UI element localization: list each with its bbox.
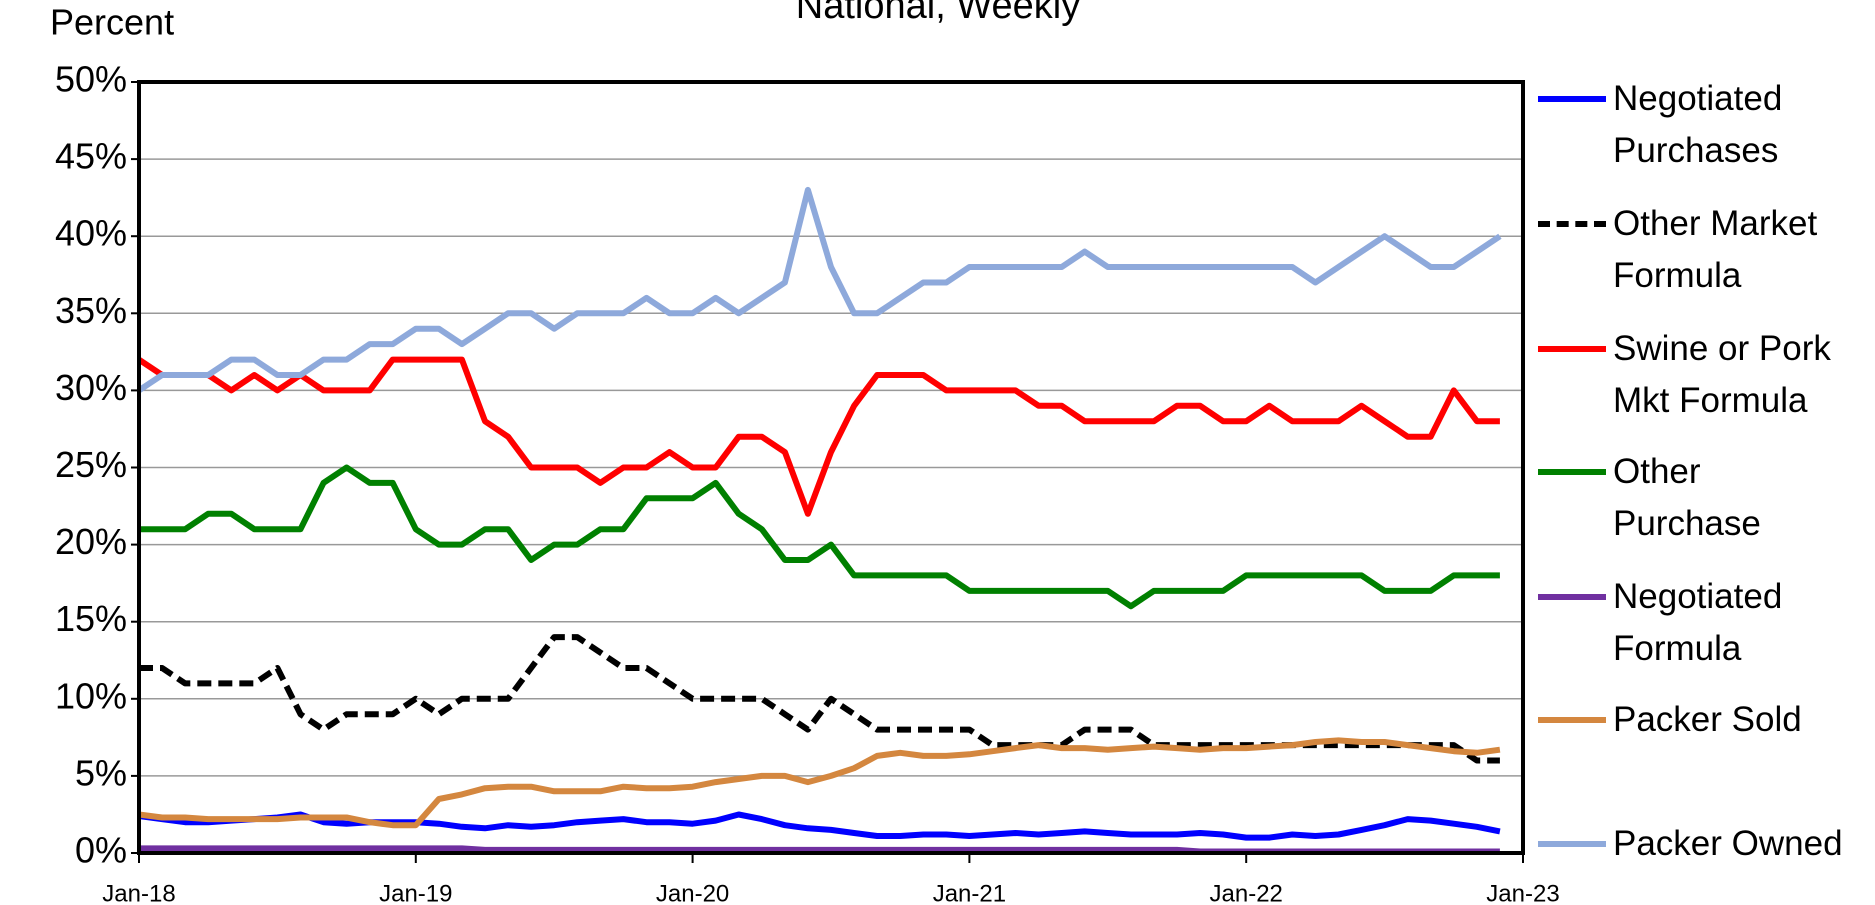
- legend-label: Other Market Formula: [1613, 204, 1818, 295]
- legend-item: Other Purchase: [1538, 446, 1868, 556]
- series-line: [138, 737, 1501, 829]
- chart-title: National, Weekly: [796, 0, 1080, 27]
- legend-swatch: [1538, 346, 1606, 352]
- plot-border: [137, 80, 1525, 855]
- legend-label: Other Purchase: [1613, 452, 1761, 543]
- legend-swatch: [1538, 717, 1606, 723]
- series-line: [137, 186, 1502, 393]
- legend-swatch: [1538, 221, 1606, 227]
- legend-item: Negotiated Formula: [1538, 571, 1868, 681]
- legend-item: Other Market Formula: [1538, 198, 1868, 308]
- y-tick-label: 20%: [55, 521, 127, 562]
- legend-item: Packer Sold: [1538, 694, 1868, 804]
- legend-item: Negotiated Purchases: [1538, 73, 1868, 183]
- legend-swatch: [1538, 469, 1606, 475]
- legend-swatch: [1538, 841, 1606, 847]
- y-axis-label: Percent: [50, 2, 174, 43]
- legend-label: Packer Sold: [1613, 700, 1802, 739]
- legend-label: Packer Owned: [1613, 824, 1843, 863]
- legend-label: Swine or Pork Mkt Formula: [1613, 329, 1831, 420]
- legend-item: Swine or Pork Mkt Formula: [1538, 323, 1868, 433]
- y-tick-label: 35%: [55, 290, 127, 331]
- x-tick-label: Jan-20: [656, 880, 729, 905]
- x-tick-label: Jan-23: [1486, 880, 1559, 905]
- x-tick-label: Jan-22: [1210, 880, 1283, 905]
- legend-item: Packer Owned: [1538, 818, 1868, 905]
- y-tick-label: 45%: [55, 136, 127, 177]
- legend-label: Negotiated Formula: [1613, 577, 1783, 668]
- x-tick-label: Jan-19: [379, 880, 452, 905]
- x-tick-label: Jan-21: [933, 880, 1006, 905]
- legend-label: Negotiated Purchases: [1613, 79, 1783, 170]
- y-tick-label: 0%: [75, 830, 127, 871]
- x-tick-label: Jan-18: [102, 880, 175, 905]
- y-tick-label: 10%: [55, 675, 127, 716]
- series-line: [137, 356, 1500, 517]
- y-tick-label: 15%: [55, 598, 127, 639]
- series-line: [139, 464, 1500, 610]
- y-tick-label: 5%: [75, 752, 127, 793]
- legend-swatch: [1538, 594, 1606, 600]
- legend-swatch: [1538, 96, 1606, 102]
- y-tick-label: 30%: [55, 367, 127, 408]
- y-tick-label: 25%: [55, 444, 127, 485]
- y-tick-label: 50%: [55, 59, 127, 100]
- y-tick-label: 40%: [55, 213, 127, 254]
